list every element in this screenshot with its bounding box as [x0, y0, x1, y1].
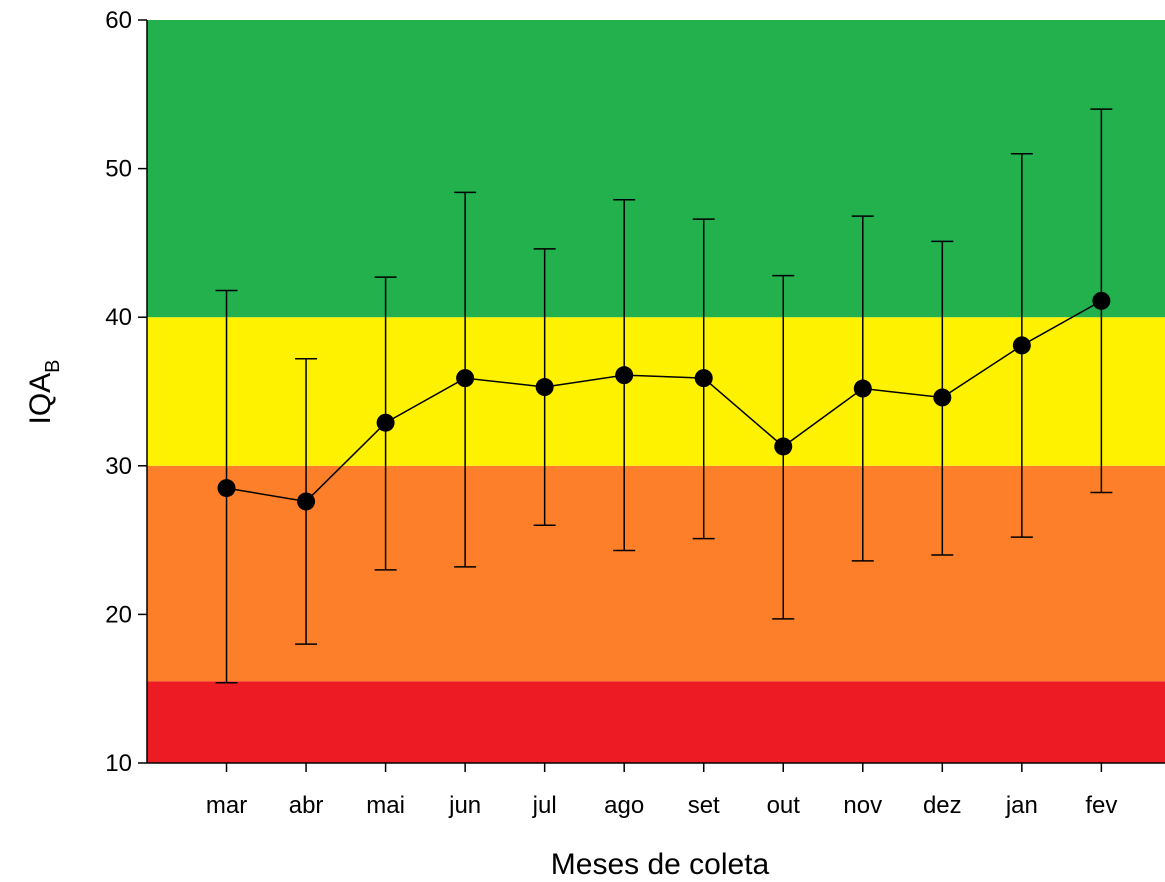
data-point-mar [217, 479, 236, 498]
data-point-jan [1012, 336, 1031, 355]
band-3 [147, 20, 1165, 318]
y-tick-label-10: 10 [105, 750, 132, 777]
x-tick-label-abr: abr [289, 792, 324, 819]
x-tick-label-ago: ago [604, 792, 644, 819]
x-tick-label-jan: jan [1005, 792, 1038, 819]
x-tick-label-jul: jul [532, 792, 557, 819]
data-point-ago [615, 366, 634, 385]
x-tick-label-mar: mar [206, 792, 247, 819]
x-tick-label-jun: jun [448, 792, 481, 819]
y-tick-label-30: 30 [105, 453, 132, 480]
data-point-nov [853, 379, 872, 398]
band-2 [147, 317, 1165, 466]
y-tick-label-60: 60 [105, 7, 132, 34]
y-tick-label-40: 40 [105, 304, 132, 331]
x-axis-title: Meses de coleta [551, 848, 770, 881]
y-axis: 10 20 30 40 50 60 [105, 7, 148, 777]
series-line [226, 300, 1102, 503]
y-axis-title-subscript: B [42, 359, 64, 372]
data-points [217, 291, 1111, 511]
x-tick-label-fev: fev [1085, 792, 1117, 819]
data-point-out [774, 437, 793, 456]
x-tick-label-out: out [767, 792, 801, 819]
series-line-group [226, 300, 1102, 503]
x-tick-label-dez: dez [923, 792, 962, 819]
band-1 [147, 465, 1165, 682]
data-point-fev [1092, 291, 1111, 310]
data-point-abr [297, 492, 316, 511]
data-point-dez [933, 388, 952, 407]
y-tick-label-20: 20 [105, 601, 132, 628]
data-point-mai [376, 413, 395, 432]
x-tick-label-nov: nov [843, 792, 882, 819]
data-point-jun [456, 369, 475, 388]
x-tick-label-set: set [688, 792, 720, 819]
y-axis-title-main: IQA [24, 373, 57, 425]
y-axis-title: IQAB [24, 359, 64, 424]
y-tick-label-50: 50 [105, 156, 132, 183]
data-point-set [694, 369, 713, 388]
x-tick-label-mai: mai [366, 792, 405, 819]
data-point-jul [535, 378, 554, 397]
x-axis: mar abr mai jun jul ago set out nov dez jan fev [147, 762, 1165, 819]
band-0 [147, 681, 1165, 763]
quality-bands [147, 20, 1165, 763]
